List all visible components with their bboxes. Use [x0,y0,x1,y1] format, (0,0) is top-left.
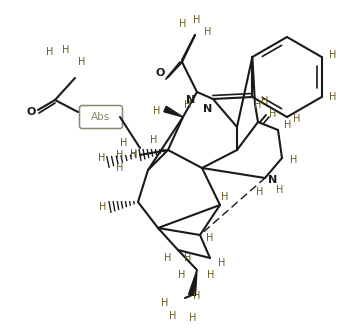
Text: H: H [98,153,106,163]
Text: H: H [130,149,138,159]
Text: O: O [155,68,165,78]
Text: H: H [261,96,269,106]
Text: H: H [204,27,212,37]
Text: H: H [254,100,261,110]
Text: H: H [207,270,215,280]
Text: H: H [218,258,226,268]
Text: H: H [120,138,128,148]
Text: H: H [329,92,336,102]
Text: N: N [186,95,196,105]
Text: H: H [164,253,172,263]
Text: H: H [150,135,158,145]
Text: H: H [293,114,301,124]
Text: H: H [153,106,161,116]
Text: H: H [178,270,186,280]
Text: H: H [62,45,70,55]
Text: H: H [221,192,229,202]
Text: O: O [26,107,36,117]
Text: H: H [284,120,292,130]
Text: Abs: Abs [91,112,111,122]
Text: H: H [193,15,201,25]
Text: H: H [290,155,298,165]
Text: H: H [256,187,264,197]
Text: H: H [189,313,197,323]
Text: H: H [161,298,169,308]
Text: H: H [329,50,336,60]
Text: H: H [206,233,214,243]
Text: H: H [276,185,284,195]
Text: H: H [78,57,86,67]
Text: H: H [193,291,201,301]
Text: H: H [184,253,192,263]
Text: H: H [116,163,124,173]
Polygon shape [164,106,183,117]
Text: H: H [46,47,54,57]
Text: H: H [169,311,177,321]
Text: H: H [179,19,187,29]
Text: H: H [116,150,124,160]
Text: H: H [130,150,138,160]
Text: H: H [269,109,277,119]
Polygon shape [188,270,197,296]
Text: H: H [184,100,192,110]
Text: H: H [99,202,107,212]
FancyBboxPatch shape [79,106,122,128]
Text: N: N [203,104,213,114]
Text: N: N [268,175,278,185]
